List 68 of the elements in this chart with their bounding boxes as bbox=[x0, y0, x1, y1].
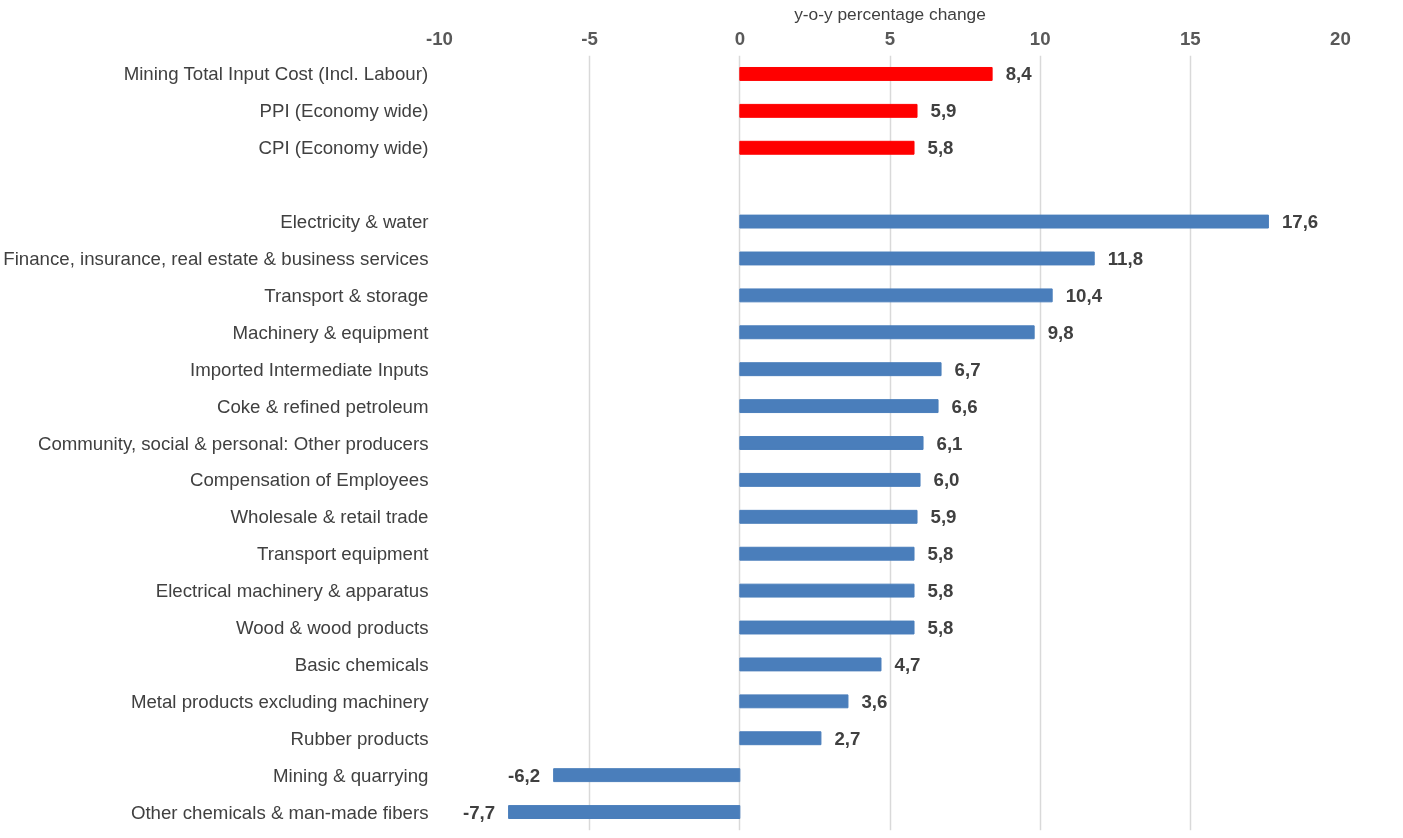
data-label: 5,8 bbox=[927, 543, 954, 565]
x-tick-label: 5 bbox=[884, 27, 896, 49]
y-tick-label: Basic chemicals bbox=[294, 653, 429, 675]
data-label: 17,6 bbox=[1281, 211, 1319, 233]
bar bbox=[739, 399, 939, 414]
data-label: 9,8 bbox=[1047, 321, 1074, 343]
x-tick-label: -5 bbox=[581, 27, 598, 49]
y-tick-label: Community, social & personal: Other producers bbox=[37, 432, 429, 454]
y-tick-label: Compensation of Employees bbox=[189, 469, 429, 491]
bar bbox=[739, 214, 1269, 229]
y-tick-label: Mining & quarrying bbox=[272, 764, 429, 786]
data-label: 6,6 bbox=[951, 395, 978, 417]
bar bbox=[739, 620, 915, 635]
bar bbox=[739, 325, 1035, 340]
data-label: 5,9 bbox=[930, 100, 957, 122]
bar bbox=[553, 768, 741, 783]
data-label: 10,4 bbox=[1065, 284, 1103, 306]
data-label: 4,7 bbox=[894, 653, 921, 675]
bar bbox=[739, 103, 918, 118]
data-label: 5,9 bbox=[930, 506, 957, 528]
data-label: 5,8 bbox=[927, 617, 954, 639]
bar bbox=[739, 66, 993, 81]
data-label: 3,6 bbox=[861, 690, 888, 712]
bar bbox=[739, 694, 849, 709]
data-label: 8,4 bbox=[1005, 63, 1033, 85]
y-tick-label: Wood & wood products bbox=[235, 617, 429, 639]
y-tick-label: Other chemicals & man-made fibers bbox=[130, 801, 429, 823]
bar bbox=[739, 657, 882, 672]
data-label: 5,8 bbox=[927, 137, 954, 159]
data-label: -6,2 bbox=[507, 764, 541, 786]
x-axis-title: y-o-y percentage change bbox=[794, 3, 986, 24]
y-tick-label: Wholesale & retail trade bbox=[230, 506, 429, 528]
y-tick-label: Rubber products bbox=[290, 727, 429, 749]
y-tick-label: PPI (Economy wide) bbox=[259, 100, 429, 122]
bar bbox=[739, 509, 918, 524]
y-tick-label: Imported Intermediate Inputs bbox=[189, 358, 429, 380]
data-label: 6,1 bbox=[936, 432, 963, 454]
data-label: 2,7 bbox=[834, 727, 861, 749]
y-tick-label: Transport equipment bbox=[257, 543, 430, 565]
bar bbox=[739, 731, 822, 746]
bar bbox=[739, 288, 1053, 303]
bar bbox=[739, 583, 915, 598]
y-tick-label: Coke & refined petroleum bbox=[216, 395, 429, 417]
x-tick-label: 15 bbox=[1179, 27, 1201, 49]
y-tick-label: Electrical machinery & apparatus bbox=[155, 580, 429, 602]
y-tick-label: Finance, insurance, real estate & business services bbox=[3, 247, 429, 269]
y-tick-label: Mining Total Input Cost (Incl. Labour) bbox=[123, 63, 429, 85]
x-tick-label: -10 bbox=[426, 27, 453, 49]
y-tick-label: Electricity & water bbox=[280, 211, 429, 233]
x-tick-label: 20 bbox=[1330, 27, 1351, 49]
data-label: 5,8 bbox=[927, 580, 954, 602]
data-label: -7,7 bbox=[462, 801, 496, 823]
bar bbox=[739, 472, 921, 487]
bar bbox=[739, 140, 915, 155]
bar bbox=[739, 546, 915, 561]
data-label: 6,7 bbox=[954, 358, 981, 380]
x-tick-label: 10 bbox=[1029, 27, 1051, 49]
data-label: 6,0 bbox=[933, 469, 960, 491]
y-tick-label: CPI (Economy wide) bbox=[258, 137, 429, 159]
bar bbox=[739, 362, 942, 377]
y-tick-label: Machinery & equipment bbox=[232, 321, 430, 343]
bar bbox=[739, 251, 1095, 266]
bar bbox=[508, 805, 741, 820]
y-tick-label: Metal products excluding machinery bbox=[130, 690, 430, 712]
data-label: 11,8 bbox=[1107, 247, 1144, 269]
x-tick-label: 0 bbox=[734, 27, 746, 49]
y-tick-label: Transport & storage bbox=[264, 284, 429, 306]
bar bbox=[739, 436, 924, 450]
